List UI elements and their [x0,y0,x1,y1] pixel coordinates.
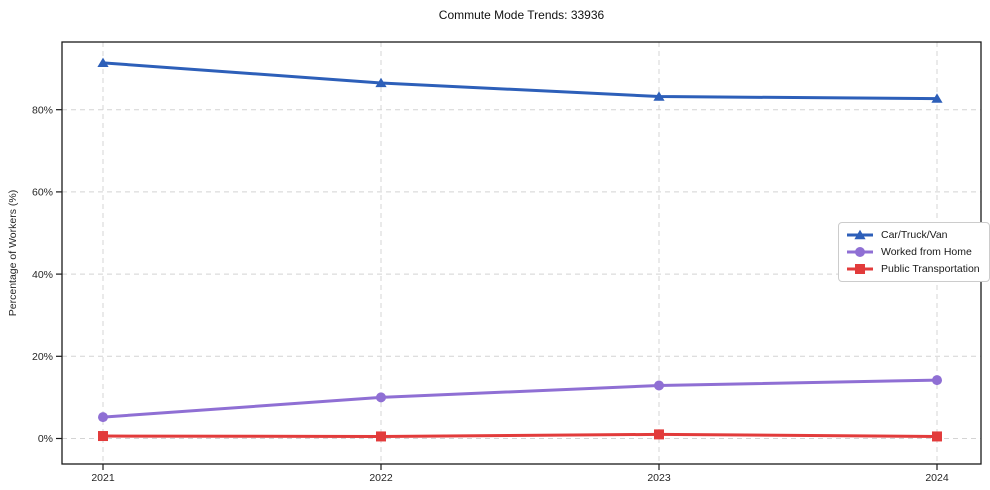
marker-worked-from-home-2022 [376,392,386,403]
legend-swatch-marker-icon [855,247,865,257]
legend-triangle-marker-icon [846,228,874,242]
legend-circle-marker-icon [846,245,874,259]
y-tick-label: 80% [32,104,53,116]
legend-item-public-transportation: Public Transportation [846,262,980,276]
marker-worked-from-home-2024 [932,375,942,386]
series-line-worked-from-home [101,378,939,419]
marker-worked-from-home-2023 [654,380,664,391]
legend-swatch-graphic [847,264,873,274]
marker-public-transportation-2021 [98,431,108,442]
marker-car-truck-van-2022 [375,77,387,88]
marker-public-transportation-2023 [654,429,664,440]
x-tick-label: 2023 [647,472,671,484]
legend-label: Public Transportation [881,263,980,275]
x-tick-label: 2024 [925,472,949,484]
legend-square-marker-icon [846,262,874,276]
y-tick-label: 40% [32,269,53,281]
series-line-public-transportation [101,432,939,438]
x-tick-label: 2022 [369,472,393,484]
chart-title: Commute Mode Trends: 33936 [438,8,605,22]
marker-car-truck-van-2021 [97,57,109,68]
legend-item-worked-from-home: Worked from Home [846,245,980,259]
y-tick-label: 0% [38,433,53,445]
y-tick-label: 60% [32,187,53,199]
marker-car-truck-van-2024 [931,93,943,103]
marker-public-transportation-2022 [376,431,386,442]
x-tick-label: 2021 [91,472,115,484]
marker-public-transportation-2024 [932,431,942,442]
legend-swatch-marker-icon [854,229,866,240]
marker-car-truck-van-2023 [653,91,665,101]
legend: Car/Truck/Van Worked from Home Public Tr… [838,222,990,282]
legend-swatch-graphic [847,229,873,240]
legend-swatch-marker-icon [855,264,865,274]
legend-label: Car/Truck/Van [881,229,948,241]
y-tick-label: 20% [32,351,53,363]
legend-item-car-truck-van: Car/Truck/Van [846,228,980,242]
series-line-car-truck-van [101,61,939,101]
legend-swatch-graphic [847,247,873,257]
legend-label: Worked from Home [881,246,972,258]
marker-worked-from-home-2021 [98,412,108,423]
